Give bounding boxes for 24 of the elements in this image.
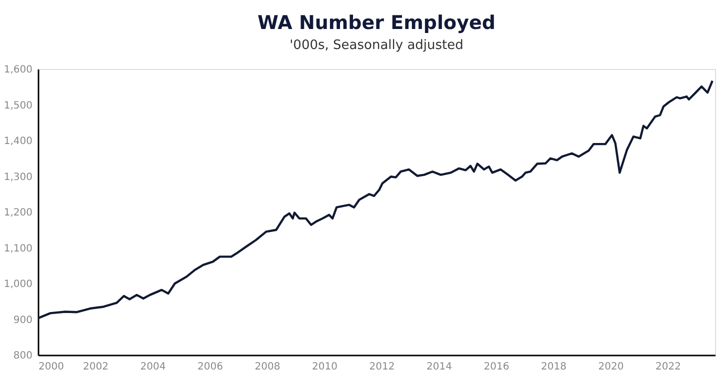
y-tick-label: 1,300: [4, 172, 32, 183]
y-tick-label: 1,600: [4, 64, 32, 76]
x-tick-label: 2012: [369, 362, 395, 372]
chart-title: WA Number Employed: [258, 12, 496, 34]
y-tick-label: 900: [13, 314, 32, 326]
x-tick-label: 2006: [198, 362, 223, 372]
x-tick-label: 2020: [598, 362, 624, 372]
x-tick-label: 2004: [140, 362, 166, 372]
y-tick-label: 1,500: [4, 100, 32, 112]
y-tick-label: 1,000: [4, 279, 32, 290]
x-tick-label: 2016: [484, 362, 510, 372]
y-tick-label: 1,100: [4, 243, 32, 254]
y-tick-label: 1,400: [4, 136, 32, 147]
x-tick-label: 2018: [541, 362, 566, 372]
x-tick-label: 2014: [426, 362, 452, 372]
y-tick-label: 800: [13, 350, 32, 362]
x-tick-label: 2000: [38, 362, 64, 372]
line-series: [38, 80, 714, 320]
x-tick-label: 2010: [312, 362, 338, 372]
chart-subtitle: '000s, Seasonally adjusted: [290, 38, 464, 53]
x-tick-label: 2008: [254, 362, 280, 372]
x-tick-label: 2002: [83, 362, 108, 372]
x-tick-label: 2022: [656, 362, 681, 372]
y-tick-label: 1,200: [4, 208, 32, 218]
